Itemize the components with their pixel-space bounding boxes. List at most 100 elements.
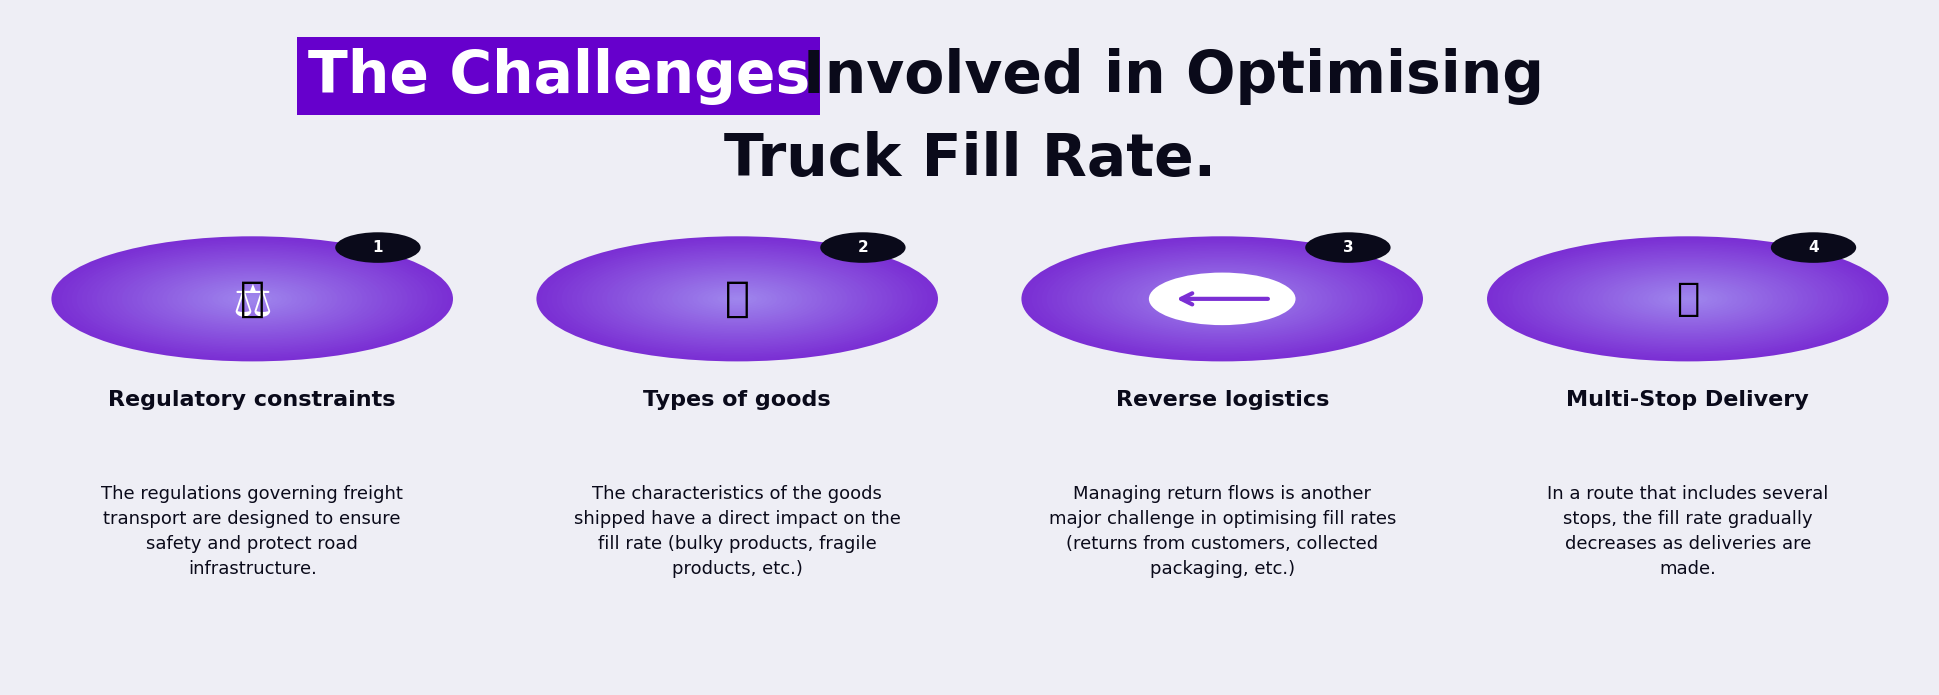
Ellipse shape [1066, 250, 1377, 348]
Ellipse shape [1662, 291, 1712, 306]
Ellipse shape [683, 281, 791, 316]
Ellipse shape [1146, 275, 1297, 322]
Ellipse shape [1177, 285, 1266, 313]
Ellipse shape [661, 275, 812, 322]
Ellipse shape [1542, 254, 1832, 344]
Ellipse shape [217, 288, 287, 310]
Ellipse shape [1041, 243, 1402, 355]
Ellipse shape [161, 271, 343, 327]
Ellipse shape [677, 280, 797, 318]
Ellipse shape [107, 254, 397, 344]
Ellipse shape [646, 271, 828, 327]
Ellipse shape [1167, 281, 1276, 316]
Ellipse shape [198, 281, 306, 316]
Ellipse shape [582, 250, 892, 348]
Ellipse shape [1637, 284, 1737, 315]
Text: 1: 1 [372, 240, 384, 255]
Ellipse shape [1668, 293, 1706, 305]
Ellipse shape [1020, 236, 1421, 361]
Ellipse shape [1105, 263, 1338, 335]
Ellipse shape [1171, 284, 1272, 315]
Ellipse shape [632, 266, 842, 332]
Ellipse shape [66, 241, 438, 357]
Ellipse shape [652, 272, 822, 325]
Ellipse shape [1142, 274, 1301, 324]
Ellipse shape [52, 236, 454, 361]
Ellipse shape [1652, 288, 1722, 310]
Ellipse shape [1057, 247, 1386, 350]
Ellipse shape [101, 252, 403, 346]
Ellipse shape [1592, 269, 1782, 329]
Ellipse shape [173, 274, 332, 324]
Ellipse shape [1070, 252, 1373, 346]
Ellipse shape [1621, 279, 1753, 319]
Ellipse shape [87, 247, 417, 350]
Ellipse shape [560, 244, 913, 354]
Ellipse shape [211, 286, 293, 311]
Ellipse shape [1202, 293, 1241, 305]
Ellipse shape [142, 265, 363, 334]
Ellipse shape [535, 236, 937, 361]
Ellipse shape [717, 293, 756, 305]
Ellipse shape [642, 269, 832, 329]
Ellipse shape [626, 265, 847, 334]
Ellipse shape [1522, 247, 1852, 350]
Text: Multi-Stop Delivery: Multi-Stop Delivery [1565, 390, 1809, 409]
Circle shape [1770, 232, 1856, 263]
Ellipse shape [167, 272, 337, 325]
Ellipse shape [1633, 281, 1741, 316]
Ellipse shape [1627, 280, 1747, 318]
Ellipse shape [1607, 274, 1766, 324]
Ellipse shape [702, 288, 772, 310]
Ellipse shape [586, 252, 888, 346]
Ellipse shape [1557, 259, 1817, 340]
Ellipse shape [1677, 296, 1697, 302]
Ellipse shape [1497, 240, 1877, 359]
Text: Types of goods: Types of goods [644, 390, 830, 409]
Ellipse shape [72, 243, 432, 355]
Ellipse shape [1617, 277, 1757, 321]
Ellipse shape [1561, 260, 1813, 338]
Ellipse shape [712, 291, 762, 306]
Ellipse shape [242, 296, 262, 302]
Ellipse shape [566, 246, 907, 352]
Ellipse shape [1096, 260, 1348, 338]
Ellipse shape [556, 243, 917, 355]
Text: 🔨: 🔨 [240, 278, 264, 320]
Ellipse shape [1130, 271, 1313, 327]
Ellipse shape [706, 290, 768, 309]
Ellipse shape [1532, 250, 1842, 348]
Ellipse shape [62, 240, 442, 359]
Ellipse shape [611, 260, 863, 338]
Ellipse shape [157, 269, 347, 329]
Ellipse shape [1035, 241, 1408, 357]
Ellipse shape [207, 285, 297, 313]
Ellipse shape [1551, 256, 1823, 341]
Ellipse shape [1611, 275, 1763, 322]
Ellipse shape [1642, 285, 1732, 313]
Ellipse shape [620, 263, 853, 335]
Ellipse shape [1121, 268, 1322, 330]
Ellipse shape [1117, 266, 1326, 332]
Ellipse shape [657, 274, 816, 324]
Ellipse shape [1507, 243, 1867, 355]
Text: The characteristics of the goods
shipped have a direct impact on the
fill rate (: The characteristics of the goods shipped… [574, 485, 900, 578]
Ellipse shape [176, 275, 328, 322]
Ellipse shape [1536, 252, 1838, 346]
Ellipse shape [551, 241, 923, 357]
Ellipse shape [1181, 286, 1262, 311]
Ellipse shape [246, 297, 258, 300]
Ellipse shape [56, 238, 448, 360]
Ellipse shape [1526, 249, 1848, 349]
Ellipse shape [1032, 240, 1412, 359]
Ellipse shape [1671, 294, 1702, 304]
Text: 4: 4 [1807, 240, 1819, 255]
Text: 3: 3 [1342, 240, 1353, 255]
Ellipse shape [186, 279, 318, 319]
Ellipse shape [597, 255, 876, 343]
Circle shape [335, 232, 421, 263]
Ellipse shape [1571, 263, 1803, 335]
Ellipse shape [1582, 266, 1792, 332]
Text: 📍: 📍 [1675, 280, 1699, 318]
Ellipse shape [1191, 290, 1253, 309]
